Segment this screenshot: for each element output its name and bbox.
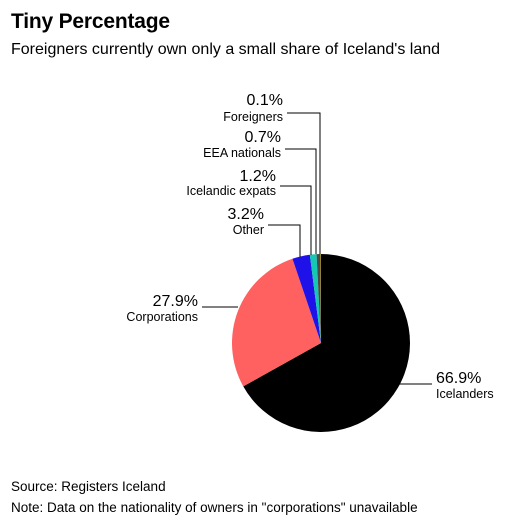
pie-slice-foreigners [320,253,321,343]
pie-slice-eea-nationals [316,254,321,343]
source-text: Source: Registers Iceland [11,479,166,494]
pie-chart: 66.9%Icelanders 27.9%Corporations 3.2%Othe… [126,92,494,432]
category-label-icelanders: Icelanders [436,387,494,401]
data-label-other: 3.2% [228,206,264,223]
category-label-corporations: Corporations [126,310,198,324]
pie-slice-corporations [231,258,321,387]
leader-line-other [268,224,301,257]
pie-slice-other [292,254,321,343]
leader-line-foreigners [287,112,321,254]
data-label-foreigners: 0.1% [247,92,283,109]
category-label-foreigners: Foreigners [223,110,283,124]
data-label-icelandic-expats: 1.2% [240,168,276,185]
data-label-icelanders: 66.9% [436,370,481,387]
chart-title: Tiny Percentage [11,10,170,33]
pie-slice-icelandic-expats [309,254,321,343]
leader-line-icelandic-expats [280,185,312,255]
category-label-icelandic-expats: Icelandic expats [186,184,276,198]
leader-line-eea-nationals [285,148,317,254]
category-label-other: Other [233,223,264,237]
data-label-corporations: 27.9% [153,293,198,310]
note-text: Note: Data on the nationality of owners … [11,500,418,515]
category-label-eea-nationals: EEA nationals [203,146,281,160]
pie-slice-icelanders [243,254,410,432]
chart-subtitle: Foreigners currently own only a small sh… [11,41,441,58]
data-label-eea-nationals: 0.7% [245,129,281,146]
